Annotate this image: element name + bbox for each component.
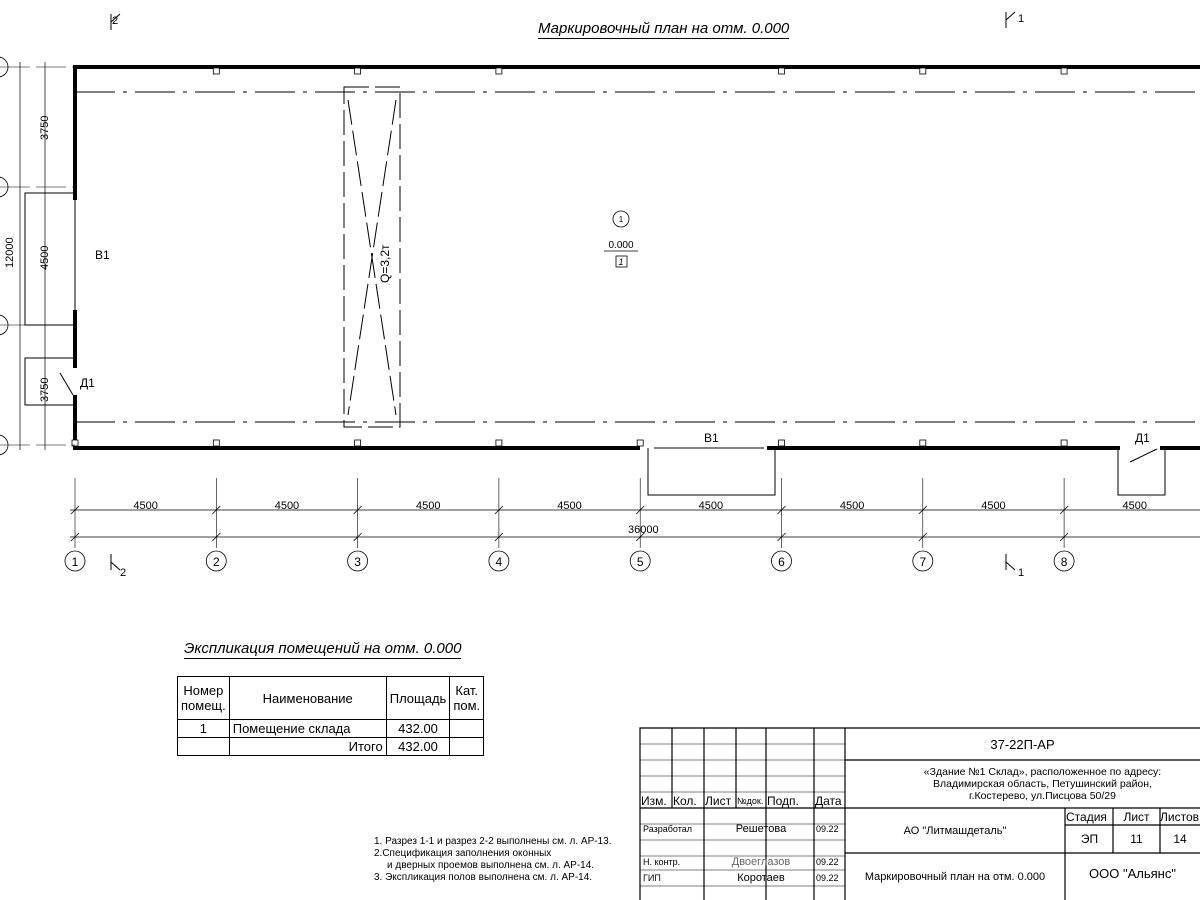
plan-title: Маркировочный план на отм. 0.000 bbox=[538, 20, 790, 39]
dim-x: 4500 bbox=[275, 500, 299, 512]
person-name: Двоеглазов bbox=[731, 856, 791, 868]
axis-bubble-3 bbox=[347, 550, 369, 572]
axis-label: 6 bbox=[778, 555, 785, 569]
stamp-person-row: Разработал Решетова 09.22 bbox=[643, 823, 839, 835]
axis-label: 3 bbox=[354, 555, 361, 569]
axis-label: 8 bbox=[1061, 555, 1068, 569]
header-area: Площадь bbox=[385, 676, 451, 720]
column-marker bbox=[636, 439, 644, 447]
axis-label: 1 bbox=[72, 555, 79, 569]
column-marker bbox=[919, 439, 927, 447]
wall-bottom-left bbox=[73, 395, 640, 450]
person-date: 09.22 bbox=[816, 824, 839, 834]
column-marker bbox=[778, 439, 785, 447]
axis-bubble-2 bbox=[205, 550, 227, 572]
dim-x: 4500 bbox=[133, 500, 157, 512]
dim-x: 4500 bbox=[557, 500, 581, 512]
column-marker bbox=[919, 67, 927, 75]
dim-x: 4500 bbox=[1123, 500, 1147, 512]
dim-total-x: 36000 bbox=[628, 524, 659, 536]
room-level: 0.000 bbox=[608, 240, 633, 251]
axis-label: 7 bbox=[919, 555, 926, 569]
dim-y-1: 3750 bbox=[39, 116, 51, 140]
column-marker bbox=[495, 439, 503, 447]
table-total-row: Итого 432.00 bbox=[177, 737, 485, 756]
stamp-stage-headers: Стадия Лист Листов bbox=[1066, 810, 1199, 824]
row-axis-bubble bbox=[0, 434, 9, 456]
person-name: Решетова bbox=[735, 823, 787, 835]
person-name: Коротаев bbox=[737, 872, 785, 884]
person-role: Н. контр. bbox=[643, 857, 681, 867]
row-axis-bubble bbox=[0, 314, 9, 336]
column-marker bbox=[1060, 439, 1068, 447]
person-role: Разработал bbox=[643, 824, 692, 834]
dim-x: 4500 bbox=[416, 500, 440, 512]
axis-bubble-8 bbox=[1053, 550, 1075, 572]
person-date: 09.22 bbox=[816, 857, 839, 867]
stamp-code: 37-22П-АР bbox=[990, 737, 1055, 752]
axis-label: 2 bbox=[213, 555, 220, 569]
stamp-client: АО "Литмашдеталь" bbox=[903, 825, 1007, 837]
stamp-object: «Здание №1 Склад», расположенное по адре… bbox=[923, 766, 1162, 802]
column-marker bbox=[1060, 67, 1068, 75]
dim-x: 4500 bbox=[840, 500, 864, 512]
crane-capacity: Q=3,2т bbox=[378, 244, 392, 283]
stamp-person-row: Н. контр. Двоеглазов 09.22 bbox=[643, 856, 839, 868]
stamp-sheet-title: Маркировочный план на отм. 0.000 bbox=[864, 871, 1046, 883]
axis-label: 5 bbox=[637, 555, 644, 569]
column-marker bbox=[354, 67, 362, 75]
section-bottom-right: 1 bbox=[1018, 567, 1024, 579]
gate-bottom-label: В1 bbox=[704, 431, 719, 445]
axis-bubble-1 bbox=[64, 550, 86, 572]
row-axis-bubble bbox=[0, 176, 9, 198]
dim-y-2: 4500 bbox=[39, 246, 51, 270]
column-marker bbox=[212, 67, 220, 75]
room-category: 1 bbox=[618, 257, 623, 267]
door-bottom-label: Д1 bbox=[1135, 431, 1150, 445]
column-marker bbox=[71, 439, 79, 447]
column-marker bbox=[495, 67, 503, 75]
wall-top bbox=[73, 65, 1200, 187]
column-marker bbox=[354, 439, 362, 447]
axis-label: 4 bbox=[496, 555, 503, 569]
dim-total-y: 12000 bbox=[4, 237, 16, 268]
header-category: Кат. пом. bbox=[449, 676, 485, 720]
axis-bubble-5 bbox=[629, 550, 651, 572]
column-marker bbox=[212, 439, 220, 447]
room-number: 1 bbox=[619, 215, 624, 224]
header-number: Номер помещ. bbox=[177, 676, 230, 720]
header-name: Наименование bbox=[228, 676, 387, 720]
stamp-company: ООО "Альянс" bbox=[1089, 866, 1176, 881]
room-number-marker bbox=[612, 210, 630, 228]
dim-y-3: 3750 bbox=[39, 378, 51, 402]
axis-bubble-4 bbox=[488, 550, 510, 572]
dim-x: 4500 bbox=[981, 500, 1005, 512]
explication-table: Номер помещ. Наименование Площадь Кат. п… bbox=[177, 676, 485, 756]
row-axis-bubble bbox=[0, 56, 9, 78]
door-left-label: Д1 bbox=[80, 376, 95, 390]
axis-bubble-6 bbox=[771, 550, 792, 572]
section-top-right: 1 bbox=[1018, 13, 1024, 25]
section-top-left: 2 bbox=[112, 15, 118, 27]
section-bottom-left: 2 bbox=[120, 567, 126, 579]
explication-title: Экспликация помещений на отм. 0.000 bbox=[184, 640, 462, 659]
dim-x: 4500 bbox=[699, 500, 723, 512]
notes: 1. Разрез 1-1 и разрез 2-2 выполнены см.… bbox=[374, 836, 612, 883]
table-header-row: Номер помещ. Наименование Площадь Кат. п… bbox=[177, 676, 485, 720]
table-row: 1 Помещение склада 432.00 bbox=[177, 719, 485, 738]
stamp-headers: Изм. Кол. Лист №док. Подп. Дата bbox=[641, 794, 842, 808]
gate-left-label: В1 bbox=[95, 248, 110, 262]
stamp-stage-values: ЭП 11 14 bbox=[1080, 832, 1187, 846]
axis-bubble-7 bbox=[912, 550, 934, 572]
stamp-person-row: ГИП Коротаев 09.22 bbox=[643, 872, 839, 884]
column-marker bbox=[778, 67, 785, 75]
person-role: ГИП bbox=[643, 873, 661, 883]
person-date: 09.22 bbox=[816, 873, 839, 883]
